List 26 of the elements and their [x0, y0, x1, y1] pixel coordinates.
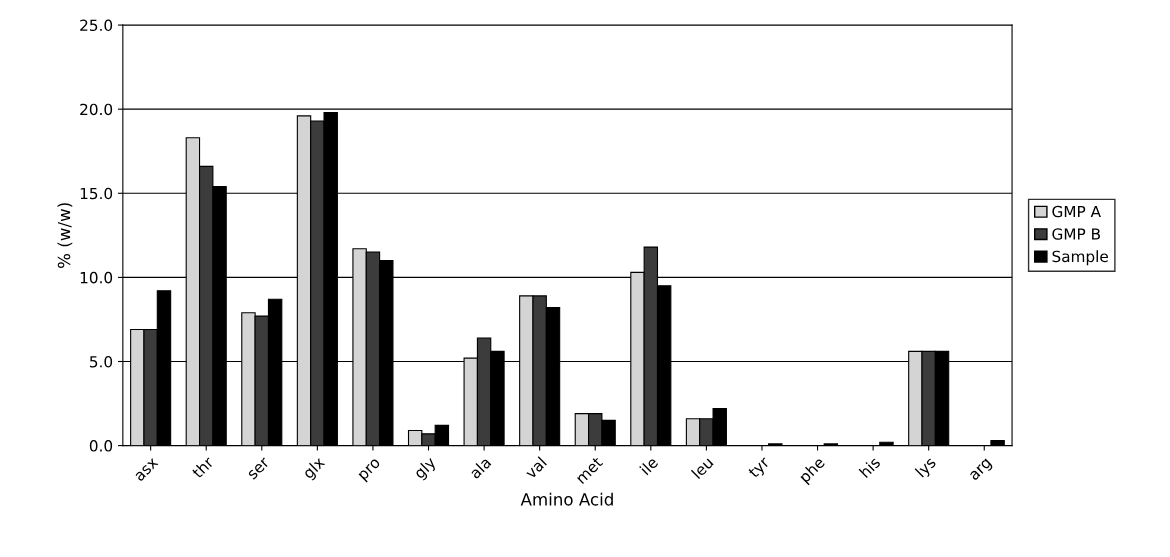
x-tick-label: ala: [468, 456, 492, 480]
x-tick-label: gly: [412, 455, 439, 482]
legend-label: GMP B: [1052, 228, 1100, 240]
x-tick-label: pro: [358, 458, 383, 483]
y-tick-label: 20.0: [80, 103, 113, 116]
x-tick-label: ser: [247, 457, 271, 480]
x-tick-label: arg: [969, 458, 994, 483]
x-tick-label: his: [858, 455, 881, 479]
x-tick-label: asx: [134, 457, 159, 482]
x-tick-label: lys: [914, 455, 939, 480]
x-tick-label: ile: [639, 455, 659, 476]
x-tick-label: tyr: [747, 455, 773, 481]
y-tick-label: 5.0: [90, 355, 113, 368]
x-tick-label: leu: [690, 456, 714, 480]
y-tick-label: 15.0: [80, 187, 113, 200]
x-tick-label: thr: [190, 455, 215, 479]
bar: [990, 439, 1005, 446]
y-tick-label: 10.0: [80, 271, 113, 284]
legend-label: GMP A: [1052, 205, 1101, 218]
x-axis-title: Amino Acid: [520, 492, 613, 506]
x-tick-label: glx: [301, 455, 328, 482]
y-tick-label: 0.0: [89, 440, 113, 452]
legend-label: Sample: [1052, 250, 1108, 266]
y-tick-label: 25.0: [80, 19, 113, 32]
x-tick-label: val: [523, 456, 548, 480]
y-axis-title: % (w/w): [57, 203, 73, 268]
